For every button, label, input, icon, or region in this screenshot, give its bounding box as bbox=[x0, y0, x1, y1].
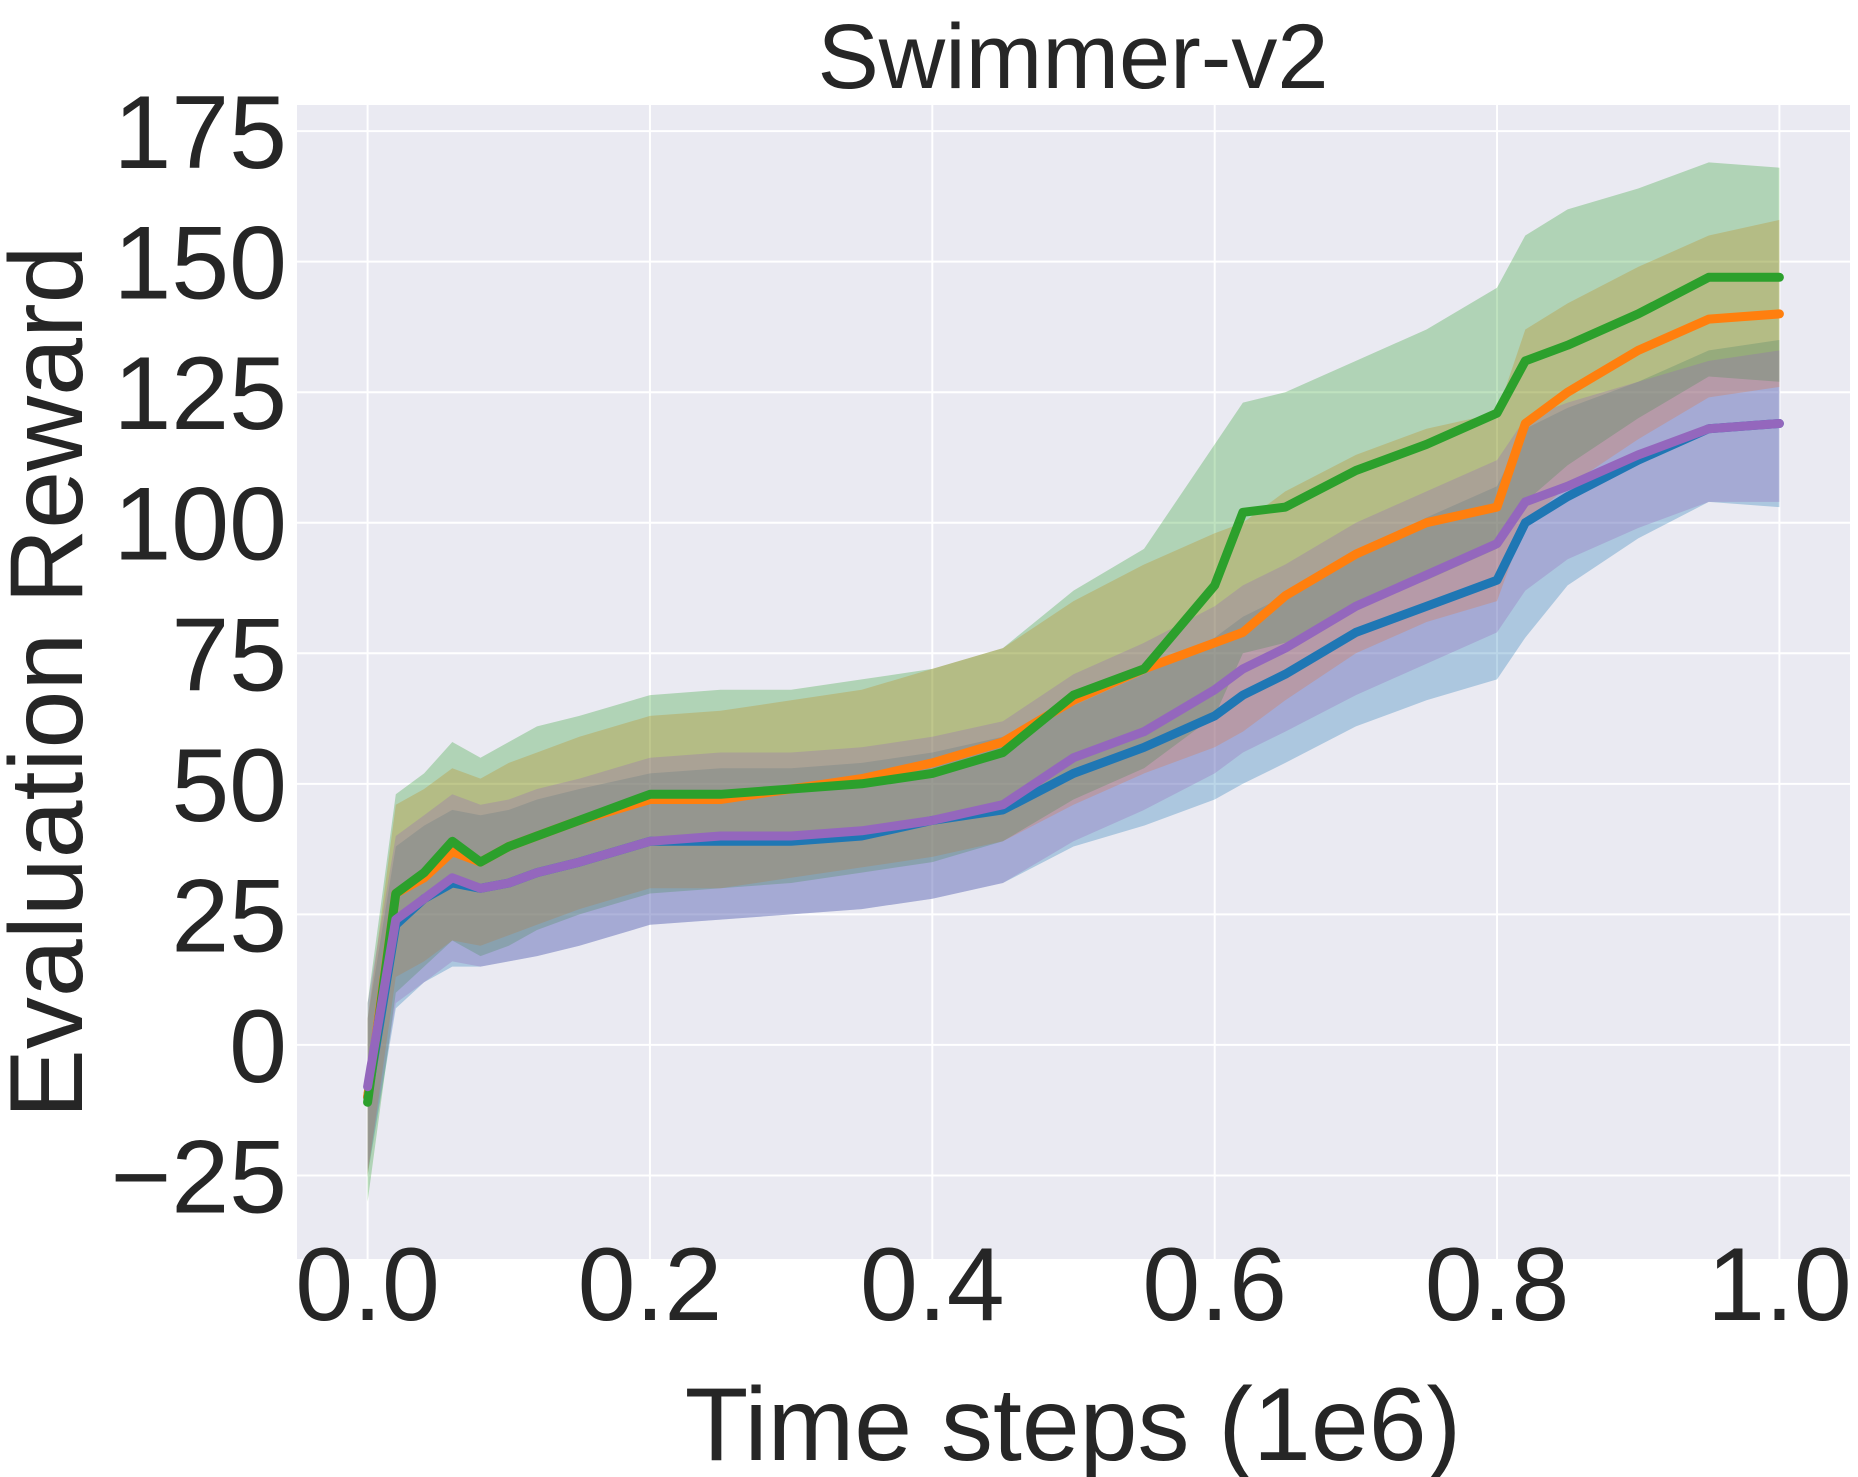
y-tick-label: 100 bbox=[113, 467, 287, 583]
y-axis-label: Evaluation Reward bbox=[0, 246, 105, 1119]
y-tick-label: 150 bbox=[113, 206, 287, 322]
y-tick-labels: −25 0 25 50 75 100 125 150 175 bbox=[111, 75, 287, 1235]
x-axis-label: Time steps (1e6) bbox=[685, 1367, 1461, 1477]
y-tick-label: 50 bbox=[171, 728, 287, 844]
y-tick-label: 125 bbox=[113, 336, 287, 452]
x-tick-label: 0.0 bbox=[295, 1227, 440, 1343]
y-tick-label: 0 bbox=[229, 989, 287, 1105]
y-tick-label: 25 bbox=[171, 858, 287, 974]
x-tick-label: 1.0 bbox=[1707, 1227, 1852, 1343]
series-4-line bbox=[363, 419, 1784, 1092]
series-3-line bbox=[363, 272, 1784, 1107]
y-tick-label: 75 bbox=[171, 597, 287, 713]
x-tick-label: 0.2 bbox=[578, 1227, 723, 1343]
plot-background bbox=[297, 105, 1850, 1259]
y-tick-label: −25 bbox=[111, 1119, 287, 1235]
x-tick-labels: 0.0 0.2 0.4 0.6 0.8 1.0 bbox=[295, 1227, 1851, 1343]
x-tick-label: 0.8 bbox=[1425, 1227, 1570, 1343]
series-3-band bbox=[367, 162, 1780, 1202]
chart-title: Swimmer-v2 bbox=[817, 6, 1328, 108]
x-tick-label: 0.6 bbox=[1142, 1227, 1287, 1343]
series-lines bbox=[363, 272, 1784, 1107]
grid-lines bbox=[297, 105, 1850, 1259]
y-tick-label: 175 bbox=[113, 75, 287, 191]
x-tick-label: 0.4 bbox=[860, 1227, 1005, 1343]
